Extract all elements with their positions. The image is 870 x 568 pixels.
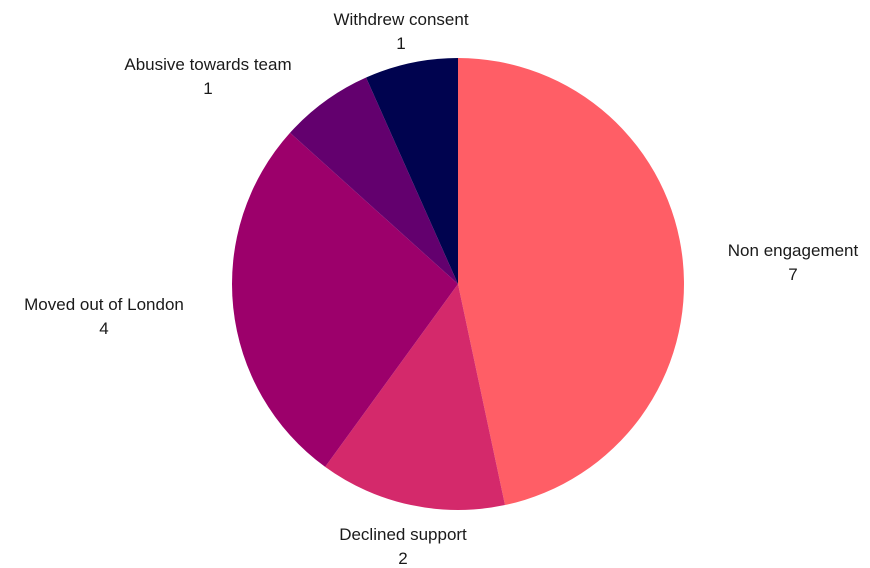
pie-slice-abusive-towards-team	[290, 77, 458, 284]
slice-value-label: 7	[788, 265, 797, 284]
slice-label: Abusive towards team	[124, 55, 291, 74]
pie-slices	[232, 58, 684, 510]
pie-slice-moved-out-of-london	[232, 132, 458, 467]
slice-label: Non engagement	[728, 241, 859, 260]
pie-slice-non-engagement	[458, 58, 684, 506]
slice-label: Declined support	[339, 525, 467, 544]
slice-value-label: 2	[398, 549, 407, 568]
pie-labels: Non engagement 7 Declined support 2 Moved ou…	[24, 10, 858, 568]
slice-value-label: 4	[99, 319, 108, 338]
slice-label: Moved out of London	[24, 295, 184, 314]
pie-slice-declined-support	[325, 284, 505, 510]
pie-slice-withdrew-consent	[366, 58, 458, 284]
slice-value-label: 1	[203, 79, 212, 98]
slice-value-label: 1	[396, 34, 405, 53]
slice-label: Withdrew consent	[333, 10, 468, 29]
